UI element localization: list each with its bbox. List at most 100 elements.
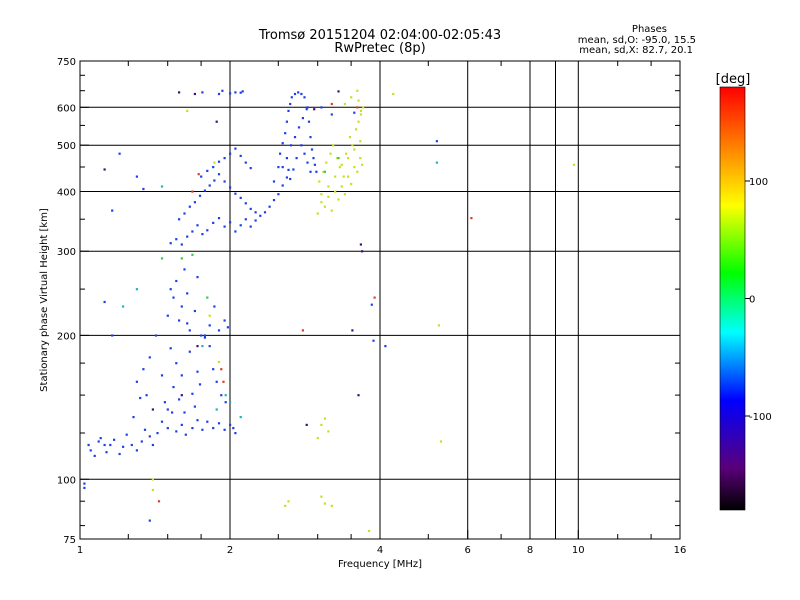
data-point bbox=[103, 300, 106, 304]
colorbar bbox=[719, 86, 746, 511]
data-point bbox=[327, 185, 330, 188]
data-point bbox=[87, 443, 90, 447]
data-point bbox=[125, 433, 128, 436]
data-point bbox=[313, 108, 316, 111]
data-point bbox=[297, 91, 300, 94]
data-point bbox=[330, 209, 333, 212]
data-point bbox=[180, 374, 183, 377]
data-point bbox=[178, 398, 181, 401]
data-point bbox=[359, 113, 362, 116]
data-point bbox=[239, 154, 242, 157]
data-point bbox=[139, 396, 142, 400]
data-point bbox=[285, 176, 288, 179]
data-point bbox=[118, 152, 121, 155]
data-point bbox=[193, 92, 196, 96]
data-point bbox=[200, 175, 203, 178]
data-point bbox=[193, 405, 196, 408]
data-point bbox=[287, 500, 290, 503]
data-point bbox=[160, 420, 164, 423]
data-point bbox=[306, 161, 309, 164]
y-axis-label: Stationary phase Virtual Height [km] bbox=[39, 208, 50, 392]
data-point bbox=[169, 288, 172, 291]
data-point bbox=[316, 437, 319, 440]
data-point bbox=[180, 305, 183, 308]
data-point bbox=[132, 416, 135, 419]
data-point bbox=[215, 120, 218, 123]
y-tick-label: 750 bbox=[57, 57, 76, 68]
gridlines bbox=[80, 61, 680, 539]
data-point bbox=[305, 108, 308, 111]
data-point bbox=[196, 345, 199, 348]
data-point bbox=[178, 319, 181, 322]
data-point bbox=[285, 120, 288, 123]
data-point bbox=[103, 168, 106, 171]
data-point bbox=[201, 345, 204, 348]
data-point bbox=[191, 253, 194, 256]
data-point bbox=[148, 356, 151, 359]
data-point bbox=[157, 500, 161, 503]
data-point bbox=[327, 430, 330, 433]
data-point bbox=[220, 394, 223, 397]
data-point bbox=[340, 163, 343, 166]
data-point bbox=[198, 383, 202, 386]
data-point bbox=[305, 423, 308, 426]
data-point bbox=[343, 193, 346, 196]
data-point bbox=[217, 173, 221, 176]
data-point bbox=[229, 186, 232, 189]
data-point bbox=[244, 202, 247, 205]
data-point bbox=[217, 360, 221, 364]
data-point bbox=[249, 167, 252, 170]
data-point bbox=[249, 225, 252, 228]
data-point bbox=[392, 92, 395, 96]
data-point bbox=[254, 219, 257, 222]
data-point bbox=[180, 243, 183, 246]
data-point bbox=[208, 184, 211, 187]
data-point bbox=[338, 166, 341, 169]
y-tick-label: 500 bbox=[57, 141, 76, 152]
data-point bbox=[320, 193, 323, 196]
data-point bbox=[208, 324, 211, 327]
data-point bbox=[340, 185, 343, 188]
data-point bbox=[281, 166, 284, 169]
data-point bbox=[196, 370, 199, 373]
data-point bbox=[357, 120, 360, 123]
data-point bbox=[213, 161, 216, 164]
data-point bbox=[320, 495, 323, 498]
data-point bbox=[203, 189, 206, 192]
data-point bbox=[337, 90, 340, 93]
data-point bbox=[303, 152, 306, 155]
data-point bbox=[175, 362, 178, 365]
data-point bbox=[175, 279, 178, 283]
data-point bbox=[223, 180, 226, 183]
data-point bbox=[254, 211, 257, 214]
data-point bbox=[208, 314, 211, 317]
data-point bbox=[336, 157, 339, 160]
data-point bbox=[439, 440, 443, 443]
data-point bbox=[234, 91, 237, 94]
data-point bbox=[183, 411, 186, 414]
data-point bbox=[83, 486, 86, 489]
data-point bbox=[334, 175, 337, 178]
data-point bbox=[350, 96, 353, 99]
data-point bbox=[206, 169, 209, 172]
data-point bbox=[166, 314, 169, 317]
data-point bbox=[370, 303, 373, 306]
data-point bbox=[372, 339, 375, 342]
data-point bbox=[163, 401, 166, 404]
data-point bbox=[224, 401, 227, 404]
data-point bbox=[206, 420, 209, 423]
data-point bbox=[220, 368, 223, 371]
x-tick-label: 2 bbox=[227, 545, 233, 556]
data-point bbox=[217, 160, 221, 163]
phases-stats-o: mean, sd,O: -95.0, 15.5 bbox=[578, 35, 696, 46]
data-point bbox=[154, 334, 158, 337]
data-point bbox=[323, 417, 326, 420]
data-point bbox=[342, 175, 345, 178]
data-point bbox=[334, 190, 337, 193]
data-point bbox=[130, 443, 133, 447]
data-point bbox=[200, 334, 203, 337]
data-point bbox=[222, 380, 225, 383]
colorbar-tick-label: 0 bbox=[749, 295, 755, 306]
data-point bbox=[160, 257, 164, 260]
data-point bbox=[232, 427, 235, 430]
